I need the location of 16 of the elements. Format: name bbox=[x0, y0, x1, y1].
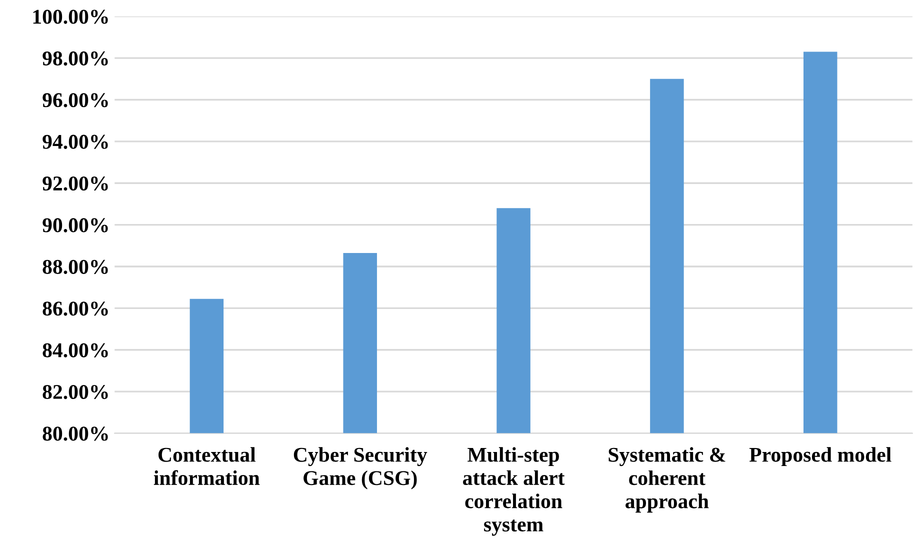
y-tick-label: 86.00% bbox=[42, 302, 108, 316]
y-tick-label: 100.00% bbox=[33, 10, 108, 24]
y-tick-label: 96.00% bbox=[42, 93, 108, 108]
y-tick-label: 84.00% bbox=[42, 343, 108, 358]
x-tick-label: Cyber Security Game (CSG) bbox=[294, 447, 428, 490]
x-tick-label: Proposed model bbox=[749, 447, 892, 466]
y-tick-label: 88.00% bbox=[42, 260, 108, 274]
y-tick-label: 98.00% bbox=[42, 51, 108, 66]
y-tick-label: 92.00% bbox=[42, 176, 108, 191]
x-tick-label: Systematic & coherent approach bbox=[608, 447, 726, 513]
y-tick-label: 90.00% bbox=[42, 218, 108, 232]
y-tick-label: 82.00% bbox=[42, 384, 108, 400]
x-tick-label: Multi-step attack alert correlation system bbox=[463, 447, 565, 536]
y-tick-label: 94.00% bbox=[42, 134, 108, 149]
y-tick-label: 80.00% bbox=[42, 426, 108, 441]
x-tick-label: Contextual information bbox=[154, 447, 260, 486]
